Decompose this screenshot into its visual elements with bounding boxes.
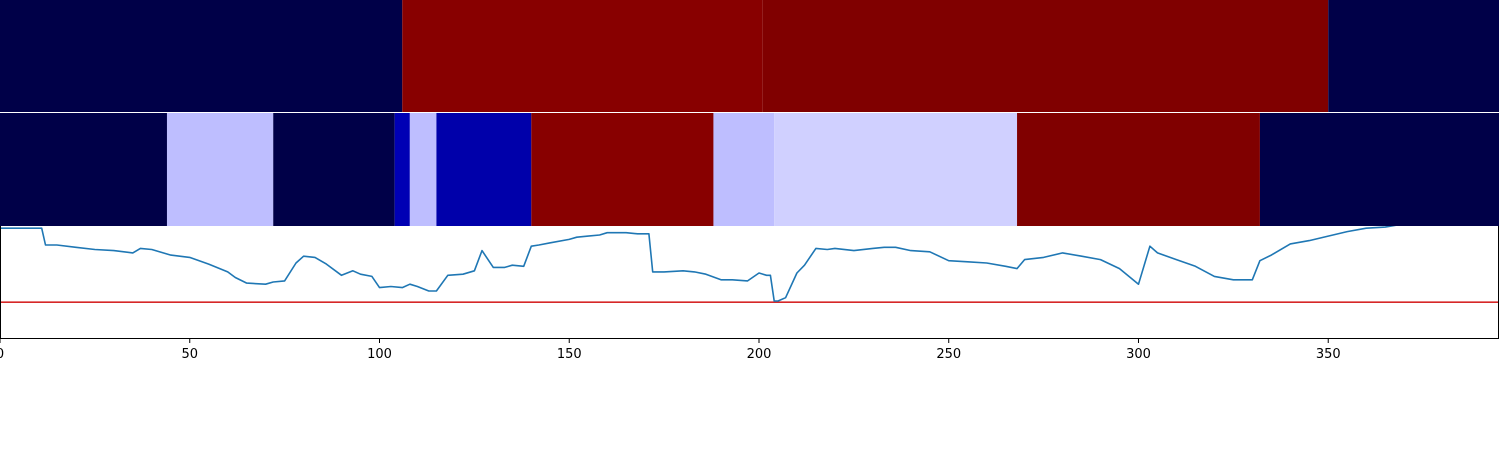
- heatmap-cell-row1-3: [762, 0, 1329, 112]
- heatmap-cell-row2-9: [774, 113, 1018, 226]
- x-tick-label-100: 100: [367, 347, 392, 362]
- heatmap-cell-row2-11: [1259, 113, 1499, 226]
- heatmap-cell-row2-3: [273, 113, 395, 226]
- heatmap-cell-row2-10: [1017, 113, 1260, 226]
- x-tick-label-150: 150: [557, 347, 582, 362]
- heatmap-cell-row2-2: [166, 113, 274, 226]
- x-tick-label-200: 200: [747, 347, 772, 362]
- heatmap-cell-row1-1: [0, 0, 403, 112]
- series-line-1: [0, 226, 1397, 302]
- heatmap-cell-row2-6: [436, 113, 532, 226]
- heatmap-cell-row2-4: [394, 113, 410, 226]
- heatmap-rows: [0, 0, 1499, 226]
- x-tick-label-50: 50: [181, 347, 198, 362]
- x-axis: 0 50 100 150 200 250 300 350: [0, 338, 1341, 362]
- x-tick-label-350: 350: [1316, 347, 1341, 362]
- x-tick-label-300: 300: [1126, 347, 1151, 362]
- heatmap-cell-row2-1: [0, 113, 167, 226]
- heatmap-cell-row2-8: [713, 113, 775, 226]
- heatmap-cell-row2-5: [409, 113, 437, 226]
- heatmap-cell-row1-2: [402, 0, 763, 112]
- line-panel: [0, 226, 1499, 339]
- x-tick-label-0: 0: [0, 347, 4, 362]
- heatmap-cell-row2-7: [531, 113, 714, 226]
- heatmap-cell-row1-4: [1328, 0, 1499, 112]
- x-tick-label-250: 250: [936, 347, 961, 362]
- line-panel-background: [0, 226, 1499, 338]
